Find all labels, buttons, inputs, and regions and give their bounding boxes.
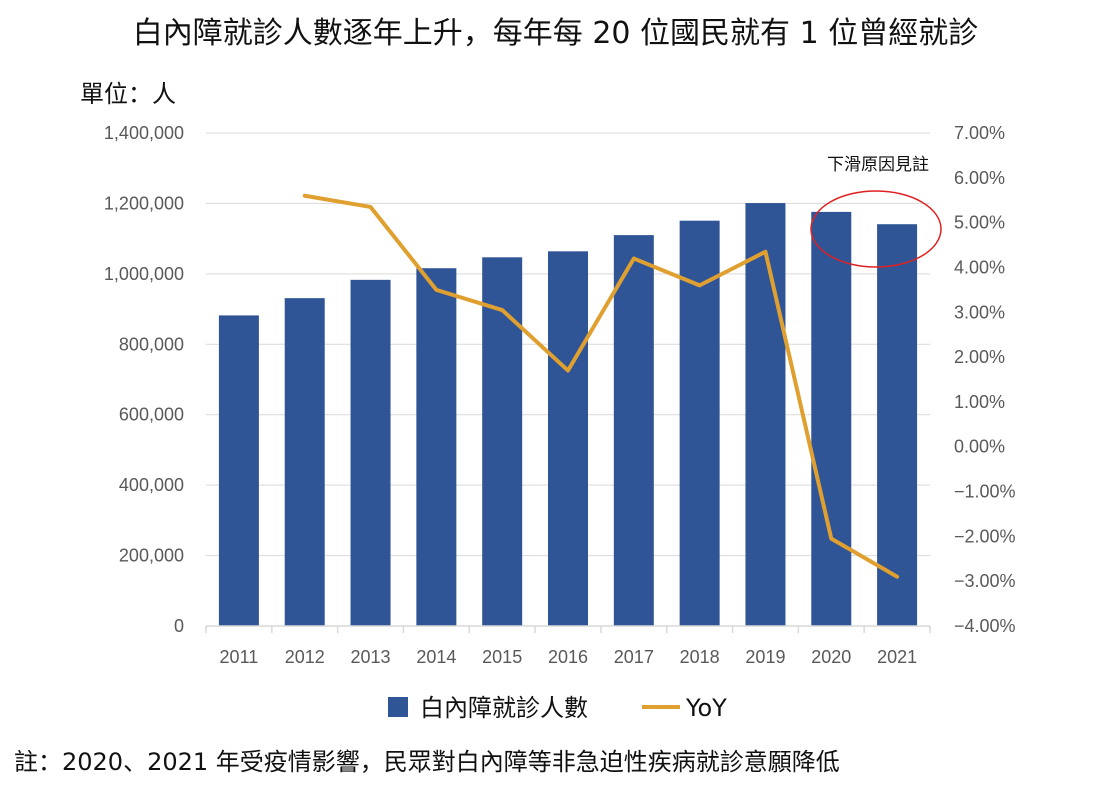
yoy-point-2021 (895, 575, 899, 579)
highlight-circle (810, 190, 942, 268)
right-tick-label: 4.00% (954, 257, 1005, 277)
legend-swatch-bar (388, 697, 408, 717)
left-tick-label: 0 (174, 616, 184, 636)
yoy-point-2016 (566, 369, 570, 373)
right-tick-label: 7.00% (954, 123, 1005, 143)
right-tick-label: 2.00% (954, 347, 1005, 367)
yoy-line-series (302, 193, 900, 579)
yoy-point-2015 (500, 308, 504, 312)
x-tick-label: 2011 (220, 647, 259, 667)
axes (205, 625, 931, 633)
right-tick-label: 5.00% (954, 213, 1005, 233)
right-tick-label: 6.00% (954, 168, 1005, 188)
right-tick-label: −2.00% (954, 526, 1016, 546)
left-tick-label: 1,200,000 (104, 193, 184, 213)
bar-2012 (284, 298, 325, 626)
yoy-point-2018 (698, 283, 702, 287)
bar-2021 (877, 224, 918, 626)
yoy-point-2012 (303, 194, 307, 198)
left-axis-ticks: 0 200,000 400,000 600,000 800,000 1,000,000 1,… (104, 123, 184, 636)
x-axis-ticks: 2011 2012 2013 2014 2015 2016 2017 2018 2019 2020… (220, 647, 918, 667)
right-axis-ticks: −4.00% −3.00% −2.00% −1.00% 0.00% 1.00% 2.00% 3… (954, 123, 1016, 636)
left-tick-label: 200,000 (119, 546, 184, 566)
x-tick-label: 2012 (285, 647, 325, 667)
annotation-text: 下滑原因見註 (827, 155, 929, 175)
bar-2014 (416, 268, 457, 626)
right-tick-label: 1.00% (954, 392, 1005, 412)
right-tick-label: 0.00% (954, 437, 1005, 457)
right-tick-label: 3.00% (954, 302, 1005, 322)
yoy-point-2013 (369, 205, 373, 209)
x-tick-label: 2013 (351, 647, 391, 667)
yoy-point-2019 (763, 250, 767, 254)
bar-2015 (482, 257, 523, 626)
bar-2017 (613, 235, 654, 626)
x-tick-label: 2018 (680, 647, 720, 667)
x-tick-label: 2021 (877, 647, 917, 667)
yoy-point-2017 (632, 256, 636, 260)
right-tick-label: −3.00% (954, 571, 1016, 591)
x-tick-label: 2014 (416, 647, 456, 667)
yoy-point-2020 (829, 537, 833, 541)
bar-2016 (548, 251, 588, 626)
x-tick-label: 2017 (614, 647, 654, 667)
unit-label: 單位：人 (80, 80, 176, 108)
right-tick-label: −4.00% (954, 616, 1016, 636)
footnote: 註：2020、2021 年受疫情影響，民眾對白內障等非急迫性疾病就診意願降低 (14, 748, 840, 776)
left-tick-label: 800,000 (119, 334, 184, 354)
legend: 白內障就診人數 YoY (388, 694, 727, 722)
legend-label-bar: 白內障就診人數 (420, 694, 588, 722)
bar-2013 (350, 279, 391, 626)
bar-2019 (745, 203, 786, 627)
yoy-point-2014 (434, 288, 438, 292)
x-tick-label: 2015 (482, 647, 522, 667)
bar-2020 (811, 211, 852, 626)
right-tick-label: −1.00% (954, 482, 1016, 502)
x-tick-label: 2020 (811, 647, 851, 667)
bar-2018 (679, 220, 720, 626)
left-tick-label: 600,000 (119, 405, 184, 425)
yoy-line (302, 193, 900, 579)
x-tick-label: 2019 (745, 647, 785, 667)
chart-title: 白內障就診人數逐年上升，每年每 20 位國民就有 1 位曾經就診 (132, 16, 979, 51)
left-tick-label: 400,000 (119, 475, 184, 495)
bar-2011 (218, 315, 259, 626)
x-tick-label: 2016 (548, 647, 588, 667)
legend-label-line: YoY (685, 694, 727, 722)
left-tick-label: 1,000,000 (104, 264, 184, 284)
left-tick-label: 1,400,000 (104, 123, 184, 143)
bar-series (218, 203, 918, 627)
